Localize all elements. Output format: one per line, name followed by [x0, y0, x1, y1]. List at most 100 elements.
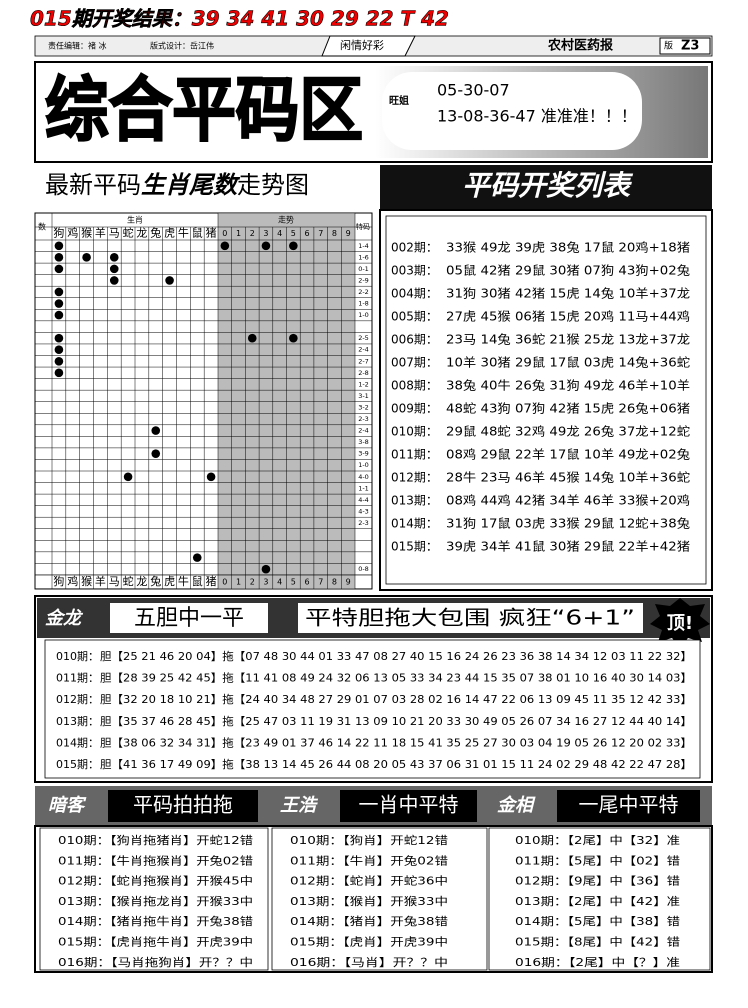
digit-footer: 7	[318, 577, 323, 586]
draw-period: 010期：	[391, 425, 438, 439]
animal-footer: 猴	[81, 574, 92, 588]
digit-footer: 5	[291, 577, 296, 586]
trend-dot	[151, 449, 161, 458]
row-code: 2-9	[358, 276, 369, 284]
row-code: 2-4	[358, 427, 369, 435]
row-code: 1-0	[358, 311, 369, 319]
row-code: 1-4	[358, 242, 369, 250]
digit-header: 4	[277, 229, 282, 238]
trend-dot	[54, 287, 64, 297]
draw-period: 015期：	[391, 540, 438, 554]
dantuo-inner	[44, 639, 701, 779]
pick-box	[39, 827, 269, 971]
digit-header: 1	[236, 229, 241, 238]
dantuo-badge: 顶!	[667, 613, 693, 634]
slogan-box	[298, 603, 643, 633]
column-name: 闲情好彩	[340, 38, 384, 52]
draws-inner	[385, 215, 707, 585]
row-code: 1-0	[358, 461, 369, 469]
pick-row: 014期：【5尾】中【38】错	[515, 914, 680, 928]
draw-result: 08鸡 29鼠 22羊 17鼠 10羊 49龙+02兔	[446, 447, 690, 462]
draw-period: 009期：	[391, 402, 438, 416]
pick-row: 015期：【虎肖拖牛肖】开虎39中	[58, 935, 253, 949]
draws-title: 平码开奖列表	[462, 169, 634, 202]
row-code: 1-6	[358, 253, 369, 261]
paper-name: 农村医药报	[547, 38, 614, 54]
digit-header: 8	[332, 229, 337, 238]
trend-dot	[54, 264, 64, 274]
digit-header: 7	[318, 229, 323, 238]
banner-title: 综合平码区	[45, 69, 363, 151]
dantuo-line: 胆【28 39 25 42 45】拖【11 41 08 49 24 32 06 …	[100, 671, 692, 685]
pick-title-box	[108, 790, 258, 822]
pick-row: 010期：【狗肖】开蛇12错	[290, 833, 448, 847]
trend-dot	[109, 276, 119, 285]
row-code: 1-8	[358, 300, 369, 308]
animal-footer: 鼠	[192, 574, 203, 588]
row-code: 2-3	[358, 519, 369, 527]
dantuo-line: 胆【41 36 17 49 09】拖【38 13 14 45 26 44 08 …	[100, 757, 692, 771]
pick-author: 王浩	[280, 795, 319, 816]
column-tag	[321, 35, 416, 57]
digit-header: 2	[250, 229, 255, 238]
edition: 版	[664, 40, 673, 52]
draw-period: 004期：	[391, 287, 438, 301]
draw-period: 003期：	[391, 264, 438, 278]
animal-header: 猴	[81, 226, 92, 240]
dantuo-period: 010期：	[56, 650, 99, 663]
trend-dot	[109, 264, 119, 274]
pick-author: 暗客	[48, 795, 87, 816]
trend-dot	[206, 472, 216, 482]
draw-result: 31狗 30猪 42猪 15虎 14兔 10羊+37龙	[446, 286, 690, 301]
row-code: 0-1	[358, 265, 369, 273]
right-header: 特码	[356, 222, 370, 231]
digit-footer: 9	[346, 577, 351, 586]
trend-title-part: 走势图	[237, 171, 309, 199]
pick-row: 010期：【2尾】中【32】准	[515, 834, 680, 847]
digit-footer: 3	[263, 577, 268, 586]
row-code: 2-7	[358, 357, 369, 365]
pick-row: 011期：【5尾】中【02】错	[515, 853, 680, 867]
draw-period: 002期：	[391, 241, 438, 255]
trend-dot	[192, 553, 202, 562]
page-box	[659, 37, 711, 55]
draws-box	[379, 209, 713, 591]
animal-header: 猪	[206, 227, 217, 240]
digit-header: 6	[305, 229, 310, 238]
trend-dot	[109, 253, 119, 262]
pick-title-box	[340, 790, 477, 822]
trend-dot	[54, 356, 64, 366]
row-code: 3-9	[358, 450, 369, 458]
draw-result: 39虎 34羊 41鼠 30猪 29鼠 22羊+42猪	[446, 539, 690, 554]
digit-header: 9	[346, 229, 351, 238]
draw-period: 006期：	[391, 333, 438, 347]
row-code: 3-8	[358, 438, 369, 446]
animal-header: 龙	[136, 227, 147, 240]
trend-dot	[261, 564, 271, 574]
dantuo-period: 015期：	[56, 758, 99, 771]
draw-period: 008期：	[391, 379, 438, 393]
left-header: 数	[38, 222, 46, 232]
pick-row: 016期：【马肖】开？？中	[290, 955, 448, 969]
trend-title-part: 生肖尾数	[141, 171, 241, 199]
digit-footer: 1	[236, 577, 241, 586]
banner-date: 05-30-07	[437, 81, 510, 100]
trend-dot	[54, 333, 64, 343]
draw-period: 014期：	[391, 517, 438, 531]
animal-header: 蛇	[123, 226, 134, 240]
pick-row: 011期：【牛肖】开兔02错	[290, 853, 448, 867]
draw-period: 012期：	[391, 471, 438, 485]
designer: 版式设计：岳江伟	[150, 41, 214, 51]
animal-header: 马	[109, 227, 120, 240]
trend-dot	[54, 368, 64, 378]
dantuo-period: 013期：	[56, 715, 99, 728]
row-code: 1-2	[358, 380, 369, 388]
dantuo-line: 胆【32 20 18 10 21】拖【24 40 34 48 27 29 01 …	[100, 692, 692, 706]
digit-footer: 6	[305, 577, 310, 586]
pick-row: 016期：【2尾】中【？】准	[515, 956, 680, 969]
animal-footer: 羊	[95, 574, 106, 588]
trend-dot	[151, 426, 161, 435]
dantuo-period: 014期：	[56, 736, 99, 749]
row-code: 4-0	[358, 473, 369, 481]
